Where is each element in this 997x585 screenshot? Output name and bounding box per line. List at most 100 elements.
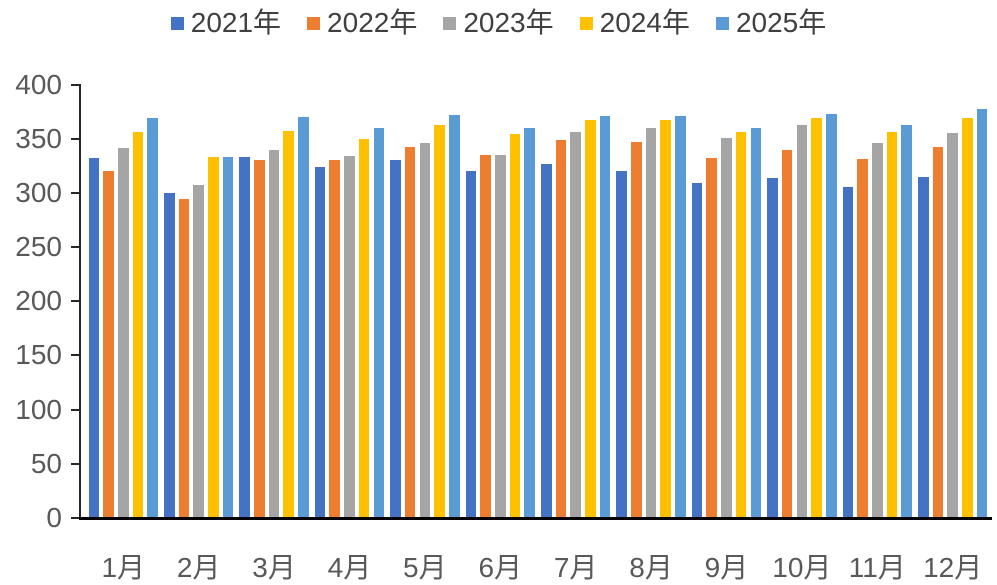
x-axis-label-10月: 10月 bbox=[772, 552, 832, 583]
bar-2021年-10月 bbox=[767, 177, 778, 518]
bar-2022年-12月 bbox=[932, 147, 944, 518]
bar-2022年-3月 bbox=[254, 160, 265, 518]
bar-2022年-7月 bbox=[555, 139, 567, 518]
bar-2024年-4月 bbox=[358, 138, 370, 518]
y-axis-tick bbox=[71, 408, 80, 411]
bar-2022年-8月 bbox=[631, 141, 642, 518]
bar-2025年-12月 bbox=[976, 109, 988, 518]
bar-2022年-10月 bbox=[781, 149, 793, 518]
bar-2025年-2月 bbox=[222, 157, 234, 518]
y-axis-tick bbox=[71, 137, 80, 140]
bar-2024年-8月 bbox=[660, 120, 672, 518]
legend-label: 2023年 bbox=[463, 7, 554, 38]
bar-2023年-3月 bbox=[268, 149, 280, 518]
y-axis-label: 100 bbox=[15, 393, 62, 425]
bar-2024年-12月 bbox=[962, 118, 973, 518]
bar-2023年-11月 bbox=[871, 143, 883, 518]
legend-item-2023年: 2023年 bbox=[443, 7, 554, 38]
bar-2023年-1月 bbox=[117, 148, 129, 518]
bar-2023年-10月 bbox=[796, 124, 808, 518]
bar-2021年-8月 bbox=[616, 171, 627, 518]
legend-swatch-icon bbox=[715, 16, 729, 30]
bar-2021年-4月 bbox=[314, 166, 326, 518]
bar-2025年-3月 bbox=[298, 117, 309, 518]
bar-2023年-8月 bbox=[645, 127, 657, 518]
bar-2025年-8月 bbox=[675, 115, 686, 518]
bar-2024年-1月 bbox=[132, 132, 144, 518]
bar-2025年-6月 bbox=[524, 127, 535, 518]
bar-2023年-9月 bbox=[721, 137, 732, 518]
y-axis-tick bbox=[71, 246, 80, 249]
bar-2024年-3月 bbox=[283, 131, 295, 518]
y-axis-tick bbox=[71, 191, 80, 194]
bar-2022年-11月 bbox=[857, 159, 868, 518]
bar-2024年-9月 bbox=[735, 132, 747, 518]
legend-label: 2021年 bbox=[190, 7, 282, 38]
x-axis-label-5月: 5月 bbox=[403, 552, 447, 583]
bar-2025年-5月 bbox=[448, 114, 460, 518]
bar-2025年-9月 bbox=[750, 127, 762, 518]
legend-item-2025年: 2025年 bbox=[715, 7, 827, 38]
y-axis-label: 50 bbox=[30, 447, 62, 479]
bar-2022年-4月 bbox=[329, 160, 341, 518]
bar-2021年-2月 bbox=[163, 192, 175, 518]
bar-2022年-2月 bbox=[178, 199, 190, 518]
bar-2023年-2月 bbox=[193, 185, 204, 518]
x-axis-label-8月: 8月 bbox=[629, 552, 673, 583]
chart-legend: 2021年 2022年 2023年 2024年 2025年 bbox=[0, 4, 997, 42]
bar-2024年-7月 bbox=[585, 120, 596, 518]
bar-2025年-7月 bbox=[599, 115, 611, 518]
y-axis-label: 150 bbox=[15, 339, 62, 371]
bar-2024年-2月 bbox=[208, 157, 219, 518]
legend-swatch-icon bbox=[307, 16, 321, 30]
y-axis-label: 200 bbox=[15, 285, 62, 317]
y-axis-label: 0 bbox=[46, 502, 62, 533]
x-axis-label-3月: 3月 bbox=[252, 552, 296, 583]
y-axis-tick bbox=[71, 354, 80, 357]
legend-swatch-icon bbox=[170, 16, 184, 30]
bar-2024年-5月 bbox=[434, 124, 445, 518]
bar-2021年-12月 bbox=[917, 176, 929, 518]
bar-2021年-9月 bbox=[691, 183, 703, 518]
bar-2021年-5月 bbox=[390, 160, 401, 518]
bar-2021年-11月 bbox=[842, 187, 854, 518]
bar-2022年-6月 bbox=[480, 154, 491, 518]
y-axis-label: 350 bbox=[15, 122, 62, 154]
legend-item-2021年: 2021年 bbox=[170, 7, 282, 38]
y-axis-line bbox=[79, 84, 81, 519]
x-axis-label-2月: 2月 bbox=[176, 552, 221, 583]
bar-2022年-1月 bbox=[103, 171, 114, 518]
y-axis-tick bbox=[71, 300, 80, 303]
legend-label: 2022年 bbox=[327, 7, 418, 38]
bar-2024年-11月 bbox=[886, 132, 898, 518]
bar-2022年-9月 bbox=[706, 158, 718, 518]
y-axis-label: 250 bbox=[15, 231, 62, 263]
bar-2023年-7月 bbox=[570, 132, 581, 518]
y-axis-label: 400 bbox=[15, 68, 62, 100]
y-axis-tick bbox=[71, 83, 80, 86]
x-axis-label-12月: 12月 bbox=[923, 552, 983, 583]
x-axis-label-7月: 7月 bbox=[553, 552, 598, 583]
x-axis-label-6月: 6月 bbox=[478, 552, 523, 583]
legend-swatch-icon bbox=[579, 16, 593, 30]
bar-2024年-6月 bbox=[509, 134, 521, 518]
bar-2023年-4月 bbox=[344, 156, 355, 518]
bar-2024年-10月 bbox=[811, 118, 822, 518]
y-axis-tick bbox=[71, 517, 80, 519]
y-axis-label: 300 bbox=[15, 176, 62, 208]
x-axis-label-4月: 4月 bbox=[327, 552, 372, 583]
bar-2025年-11月 bbox=[901, 124, 912, 518]
x-axis-label-9月: 9月 bbox=[704, 552, 749, 583]
x-axis-label-1月: 1月 bbox=[101, 552, 146, 583]
legend-swatch-icon bbox=[443, 16, 457, 30]
x-axis-line bbox=[79, 517, 992, 520]
bar-2023年-5月 bbox=[419, 143, 431, 518]
x-axis-label-11月: 11月 bbox=[848, 552, 906, 583]
bar-2022年-5月 bbox=[404, 147, 416, 518]
bar-2021年-6月 bbox=[465, 171, 477, 518]
y-axis-tick bbox=[71, 462, 80, 465]
legend-item-2022年: 2022年 bbox=[307, 9, 417, 37]
legend-label: 2025年 bbox=[735, 7, 827, 38]
